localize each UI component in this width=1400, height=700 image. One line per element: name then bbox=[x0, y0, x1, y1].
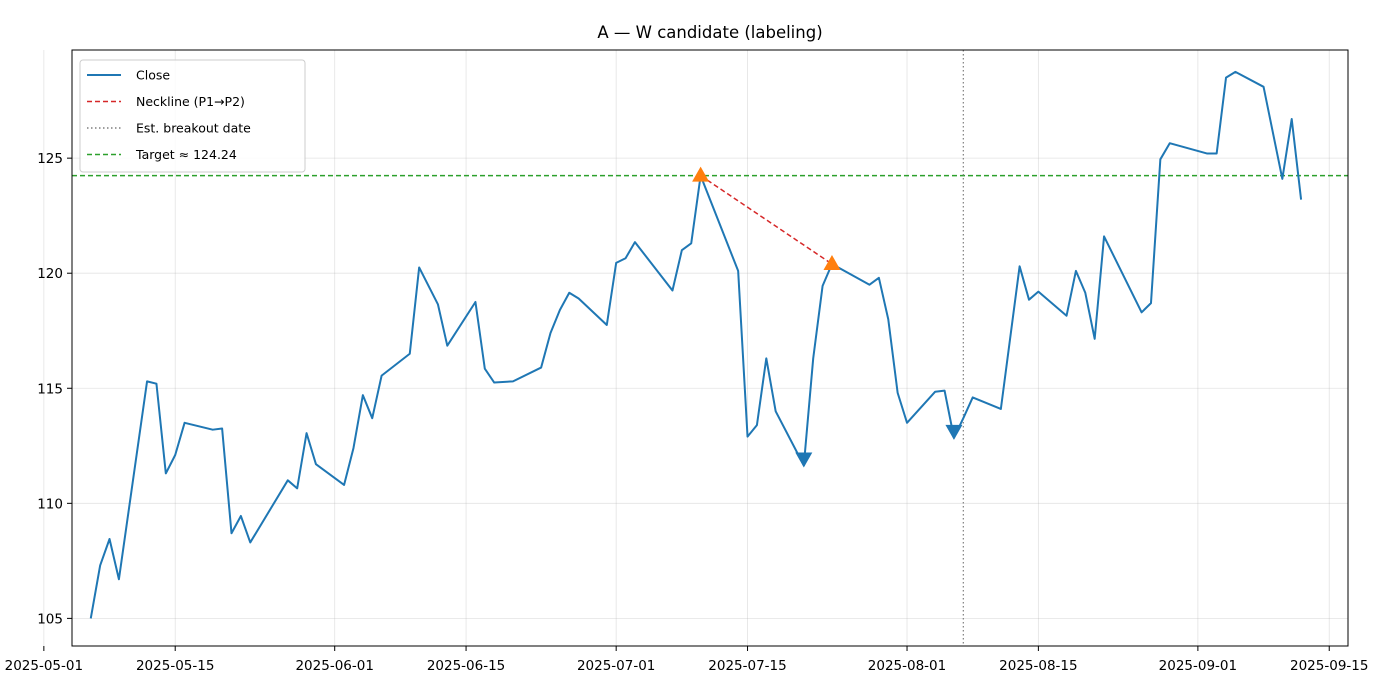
x-tick-label: 2025-05-15 bbox=[136, 658, 214, 674]
grid bbox=[43, 50, 1348, 646]
axes: 2025-05-01 2025-05-15 2025-06-01 2025-06-15… bbox=[5, 49, 1368, 674]
y-tick-label: 115 bbox=[37, 381, 63, 397]
neckline-line bbox=[700, 175, 833, 265]
trough-marker bbox=[795, 452, 813, 468]
peak-marker bbox=[823, 255, 841, 271]
legend: Close Neckline (P1→P2) Est. breakout date T… bbox=[79, 59, 306, 173]
series bbox=[89, 70, 1303, 619]
x-tick-label: 2025-08-01 bbox=[868, 658, 946, 674]
close-series-line bbox=[89, 70, 1303, 619]
legend-label: Neckline (P1→P2) bbox=[136, 94, 245, 109]
peak-marker bbox=[692, 166, 710, 182]
reference-lines bbox=[72, 50, 1348, 646]
trough-marker bbox=[945, 424, 963, 440]
markers bbox=[692, 166, 963, 468]
legend-label: Close bbox=[136, 68, 170, 83]
x-tick-label: 2025-06-15 bbox=[427, 658, 505, 674]
x-tick-label: 2025-07-15 bbox=[708, 658, 786, 674]
y-tick-label: 125 bbox=[37, 151, 63, 167]
x-tick-label: 2025-05-01 bbox=[5, 658, 83, 674]
x-tick-label: 2025-07-01 bbox=[577, 658, 655, 674]
plot-frame bbox=[71, 49, 1349, 647]
x-tick-label: 2025-09-01 bbox=[1159, 658, 1237, 674]
x-tick-label: 2025-06-01 bbox=[295, 658, 373, 674]
x-tick-label: 2025-08-15 bbox=[999, 658, 1077, 674]
y-tick-label: 110 bbox=[37, 496, 63, 512]
legend-label: Est. breakout date bbox=[136, 121, 251, 136]
y-tick-label: 105 bbox=[37, 611, 63, 627]
x-tick-label: 2025-09-15 bbox=[1290, 658, 1368, 674]
legend-label: Target ≈ 124.24 bbox=[135, 147, 237, 162]
y-tick-label: 120 bbox=[37, 266, 63, 282]
chart-title: A — W candidate (labeling) bbox=[597, 23, 822, 42]
legend-box bbox=[79, 59, 306, 173]
